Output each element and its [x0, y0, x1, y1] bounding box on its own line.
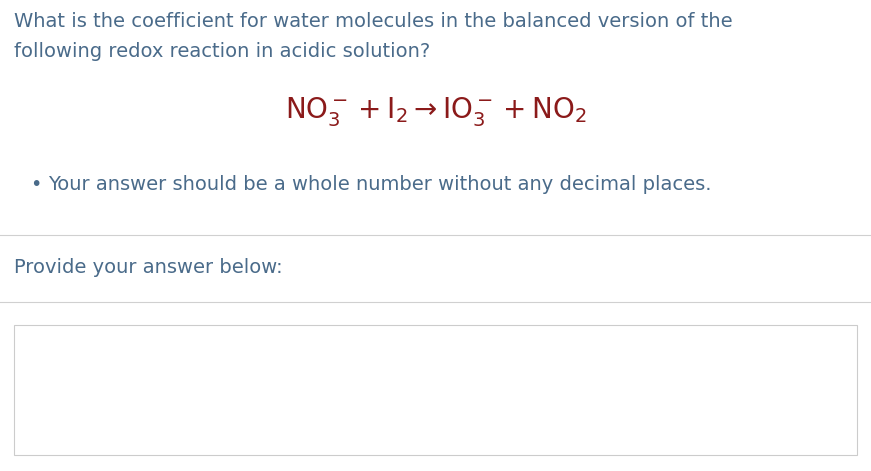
Text: $\mathrm{NO_3^- + I_2 \rightarrow IO_3^- + NO_2}$: $\mathrm{NO_3^- + I_2 \rightarrow IO_3^-… — [285, 95, 586, 128]
Text: following redox reaction in acidic solution?: following redox reaction in acidic solut… — [14, 42, 430, 61]
Text: Provide your answer below:: Provide your answer below: — [14, 258, 282, 277]
Text: Your answer should be a whole number without any decimal places.: Your answer should be a whole number wit… — [48, 175, 712, 194]
Text: What is the coefficient for water molecules in the balanced version of the: What is the coefficient for water molecu… — [14, 12, 733, 31]
FancyBboxPatch shape — [14, 325, 857, 455]
Text: •: • — [30, 175, 42, 194]
